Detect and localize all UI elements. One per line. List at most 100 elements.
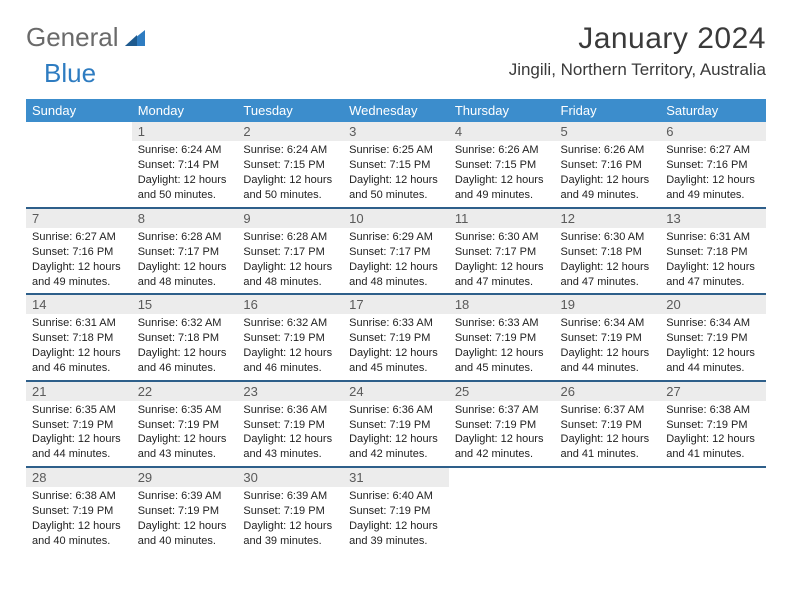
day-number: 30 [237, 468, 343, 487]
calendar-cell: 30 Sunrise: 6:39 AMSunset: 7:19 PMDayligh… [237, 467, 343, 553]
day-details: Sunrise: 6:34 AMSunset: 7:19 PMDaylight:… [555, 316, 661, 379]
day-number: 17 [343, 295, 449, 314]
day-details: Sunrise: 6:30 AMSunset: 7:18 PMDaylight:… [555, 230, 661, 293]
day-details: Sunrise: 6:38 AMSunset: 7:19 PMDaylight:… [26, 489, 132, 552]
day-number: 9 [237, 209, 343, 228]
calendar-cell: 1 Sunrise: 6:24 AMSunset: 7:14 PMDaylight… [132, 122, 238, 208]
day-details: Sunrise: 6:26 AMSunset: 7:16 PMDaylight:… [555, 143, 661, 206]
calendar-cell: 21 Sunrise: 6:35 AMSunset: 7:19 PMDayligh… [26, 381, 132, 467]
calendar-cell: 18 Sunrise: 6:33 AMSunset: 7:19 PMDayligh… [449, 294, 555, 380]
day-details: Sunrise: 6:36 AMSunset: 7:19 PMDaylight:… [237, 403, 343, 466]
day-details: Sunrise: 6:25 AMSunset: 7:15 PMDaylight:… [343, 143, 449, 206]
day-details: Sunrise: 6:27 AMSunset: 7:16 PMDaylight:… [26, 230, 132, 293]
weekday-header: Saturday [660, 99, 766, 122]
day-number: 27 [660, 382, 766, 401]
calendar-cell: 15 Sunrise: 6:32 AMSunset: 7:18 PMDayligh… [132, 294, 238, 380]
day-number: 14 [26, 295, 132, 314]
calendar-body: 1 Sunrise: 6:24 AMSunset: 7:14 PMDaylight… [26, 122, 766, 553]
day-number: 10 [343, 209, 449, 228]
day-number: 31 [343, 468, 449, 487]
calendar-cell: 16Sunrise: 6:32 AMSunset: 7:19 PMDayligh… [237, 294, 343, 380]
calendar-cell: 28 Sunrise: 6:38 AMSunset: 7:19 PMDayligh… [26, 467, 132, 553]
sail-icon [123, 28, 147, 48]
day-number: 24 [343, 382, 449, 401]
calendar-cell: 8 Sunrise: 6:28 AMSunset: 7:17 PMDaylight… [132, 208, 238, 294]
day-details: Sunrise: 6:33 AMSunset: 7:19 PMDaylight:… [343, 316, 449, 379]
day-details: Sunrise: 6:29 AMSunset: 7:17 PMDaylight:… [343, 230, 449, 293]
day-details: Sunrise: 6:35 AMSunset: 7:19 PMDaylight:… [26, 403, 132, 466]
day-number: 21 [26, 382, 132, 401]
day-number: 3 [343, 122, 449, 141]
day-details: Sunrise: 6:37 AMSunset: 7:19 PMDaylight:… [555, 403, 661, 466]
day-number: 13 [660, 209, 766, 228]
calendar-cell: 25 Sunrise: 6:37 AMSunset: 7:19 PMDayligh… [449, 381, 555, 467]
day-number: 26 [555, 382, 661, 401]
weekday-header: Thursday [449, 99, 555, 122]
day-number: 20 [660, 295, 766, 314]
day-details: Sunrise: 6:37 AMSunset: 7:19 PMDaylight:… [449, 403, 555, 466]
day-details: Sunrise: 6:31 AMSunset: 7:18 PMDaylight:… [660, 230, 766, 293]
calendar-table: SundayMondayTuesdayWednesdayThursdayFrid… [26, 99, 766, 553]
calendar-cell: 17 Sunrise: 6:33 AMSunset: 7:19 PMDayligh… [343, 294, 449, 380]
calendar-cell [555, 467, 661, 553]
day-number: 23 [237, 382, 343, 401]
day-details: Sunrise: 6:32 AMSunset: 7:19 PMDaylight:… [237, 316, 343, 379]
day-details: Sunrise: 6:32 AMSunset: 7:18 PMDaylight:… [132, 316, 238, 379]
weekday-header: Wednesday [343, 99, 449, 122]
calendar-cell: 27 Sunrise: 6:38 AMSunset: 7:19 PMDayligh… [660, 381, 766, 467]
day-number: 28 [26, 468, 132, 487]
calendar-cell: 2 Sunrise: 6:24 AMSunset: 7:15 PMDaylight… [237, 122, 343, 208]
day-details: Sunrise: 6:24 AMSunset: 7:14 PMDaylight:… [132, 143, 238, 206]
weekday-header: Monday [132, 99, 238, 122]
day-number: 2 [237, 122, 343, 141]
day-details: Sunrise: 6:27 AMSunset: 7:16 PMDaylight:… [660, 143, 766, 206]
day-details: Sunrise: 6:31 AMSunset: 7:18 PMDaylight:… [26, 316, 132, 379]
day-details: Sunrise: 6:34 AMSunset: 7:19 PMDaylight:… [660, 316, 766, 379]
day-number: 25 [449, 382, 555, 401]
day-number: 11 [449, 209, 555, 228]
day-number: 19 [555, 295, 661, 314]
day-details: Sunrise: 6:24 AMSunset: 7:15 PMDaylight:… [237, 143, 343, 206]
calendar-row: 1 Sunrise: 6:24 AMSunset: 7:14 PMDaylight… [26, 122, 766, 208]
calendar-cell: 4 Sunrise: 6:26 AMSunset: 7:15 PMDaylight… [449, 122, 555, 208]
brand-logo: General [26, 22, 147, 53]
day-number: 12 [555, 209, 661, 228]
weekday-header: Sunday [26, 99, 132, 122]
day-details: Sunrise: 6:35 AMSunset: 7:19 PMDaylight:… [132, 403, 238, 466]
calendar-cell: 23 Sunrise: 6:36 AMSunset: 7:19 PMDayligh… [237, 381, 343, 467]
brand-part1: General [26, 22, 119, 53]
day-number: 29 [132, 468, 238, 487]
day-number: 6 [660, 122, 766, 141]
month-title: January 2024 [509, 22, 766, 56]
day-number: 18 [449, 295, 555, 314]
location: Jingili, Northern Territory, Australia [509, 60, 766, 80]
weekday-header-row: SundayMondayTuesdayWednesdayThursdayFrid… [26, 99, 766, 122]
day-number: 4 [449, 122, 555, 141]
calendar-cell: 9Sunrise: 6:28 AMSunset: 7:17 PMDaylight… [237, 208, 343, 294]
day-details: Sunrise: 6:28 AMSunset: 7:17 PMDaylight:… [132, 230, 238, 293]
calendar-row: 7Sunrise: 6:27 AMSunset: 7:16 PMDaylight… [26, 208, 766, 294]
day-number: 5 [555, 122, 661, 141]
calendar-row: 21Sunrise: 6:35 AMSunset: 7:19 PMDayligh… [26, 381, 766, 467]
day-number: 22 [132, 382, 238, 401]
day-number: 8 [132, 209, 238, 228]
day-details: Sunrise: 6:39 AMSunset: 7:19 PMDaylight:… [237, 489, 343, 552]
calendar-row: 14 Sunrise: 6:31 AMSunset: 7:18 PMDayligh… [26, 294, 766, 380]
calendar-cell: 13 Sunrise: 6:31 AMSunset: 7:18 PMDayligh… [660, 208, 766, 294]
day-details: Sunrise: 6:38 AMSunset: 7:19 PMDaylight:… [660, 403, 766, 466]
day-number: 1 [132, 122, 238, 141]
calendar-cell: 22 Sunrise: 6:35 AMSunset: 7:19 PMDayligh… [132, 381, 238, 467]
day-details: Sunrise: 6:33 AMSunset: 7:19 PMDaylight:… [449, 316, 555, 379]
calendar-cell: 5 Sunrise: 6:26 AMSunset: 7:16 PMDaylight… [555, 122, 661, 208]
calendar-cell [449, 467, 555, 553]
day-number: 15 [132, 295, 238, 314]
day-details: Sunrise: 6:30 AMSunset: 7:17 PMDaylight:… [449, 230, 555, 293]
calendar-cell: 24 Sunrise: 6:36 AMSunset: 7:19 PMDayligh… [343, 381, 449, 467]
calendar-cell: 6 Sunrise: 6:27 AMSunset: 7:16 PMDaylight… [660, 122, 766, 208]
day-details: Sunrise: 6:26 AMSunset: 7:15 PMDaylight:… [449, 143, 555, 206]
day-details: Sunrise: 6:36 AMSunset: 7:19 PMDaylight:… [343, 403, 449, 466]
calendar-cell: 19 Sunrise: 6:34 AMSunset: 7:19 PMDayligh… [555, 294, 661, 380]
weekday-header: Friday [555, 99, 661, 122]
title-block: January 2024 Jingili, Northern Territory… [509, 22, 766, 80]
calendar-cell: 3 Sunrise: 6:25 AMSunset: 7:15 PMDaylight… [343, 122, 449, 208]
